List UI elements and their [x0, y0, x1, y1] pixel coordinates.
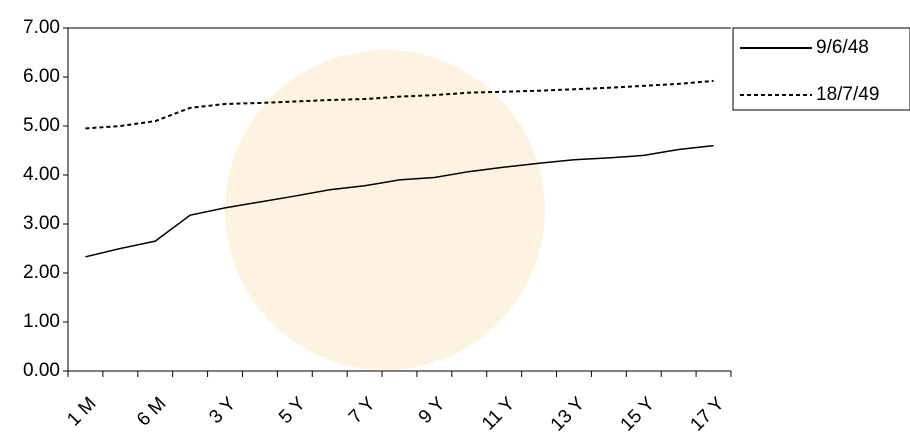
x-tick-label: 15 Y	[617, 393, 659, 435]
x-tick-label: 7 Y	[345, 393, 380, 428]
y-tick-label: 6.00	[23, 66, 60, 87]
y-tick-label: 7.00	[23, 17, 60, 38]
x-tick-label: 1 M	[63, 393, 100, 430]
x-tick-label: 6 M	[133, 393, 170, 430]
chart: 0.00 1.00 2.00 3.00 4.00 5.00 6.00 7.00 1 M 6 M 3 …	[0, 0, 910, 443]
x-tick-label: 17 Y	[686, 393, 728, 435]
legend-label: 9/6/48	[816, 37, 869, 58]
y-tick-label: 4.00	[23, 164, 60, 185]
y-tick-label: 5.00	[23, 115, 60, 136]
x-tick-label: 5 Y	[275, 393, 310, 428]
x-tick-label: 11 Y	[478, 393, 519, 434]
y-tick-label: 3.00	[23, 213, 60, 234]
x-tick-label: 3 Y	[205, 393, 240, 428]
legend-label: 18/7/49	[816, 84, 879, 105]
y-tick-label: 1.00	[23, 311, 60, 332]
y-tick-label: 2.00	[23, 262, 60, 283]
x-tick-label: 9 Y	[415, 393, 450, 428]
y-tick-label: 0.00	[23, 360, 60, 381]
x-tick-label: 13 Y	[547, 393, 589, 435]
